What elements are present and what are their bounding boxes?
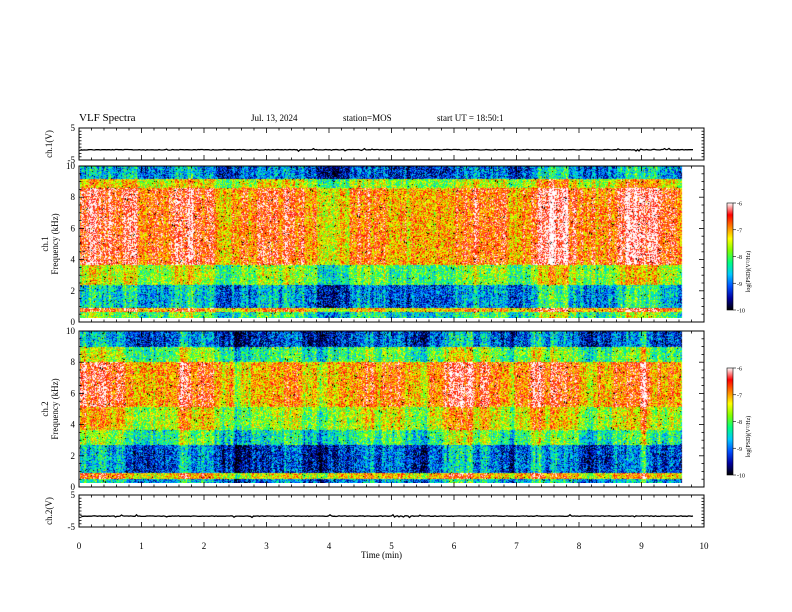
y-tick-label: 6: [71, 388, 76, 398]
colorbar-tick-label: -9: [737, 447, 742, 453]
x-tick-label: 6: [452, 541, 457, 551]
panel-frame-2: [78, 165, 705, 323]
y-tick-label: 8: [71, 357, 76, 367]
y-axis-label: ch.2: [40, 401, 50, 416]
colorbar-label: log(PSD)(V²/Hz): [745, 416, 752, 457]
y-axis-label: Frequency (kHz): [50, 213, 60, 274]
x-tick-label: 2: [202, 541, 207, 551]
y-tick-label: 4: [71, 255, 76, 265]
start-time-label: start UT = 18:50:1: [437, 113, 504, 123]
x-tick-label: 9: [639, 541, 644, 551]
colorbar-tick-label: -7: [737, 228, 742, 234]
axis-ticks: [78, 127, 705, 528]
waveform-trace-ch2-waveform: [80, 513, 694, 519]
x-tick-label: 5: [389, 541, 394, 551]
y-tick-label: 8: [71, 192, 76, 202]
y-tick-label: 2: [71, 286, 76, 296]
y-tick-label: 5: [71, 490, 76, 500]
x-tick-label: 1: [139, 541, 144, 551]
waveform-traces: [80, 147, 694, 519]
y-tick-label: -5: [68, 155, 76, 165]
station-label: station=MOS: [343, 113, 392, 123]
y-tick-label: 5: [71, 123, 76, 133]
panel-frames: [78, 127, 705, 528]
x-tick-label: 7: [514, 541, 519, 551]
y-axis-label: ch.1(V): [44, 130, 54, 158]
colorbar-tick-label: -10: [737, 474, 745, 480]
colorbar-tick-label: -8: [737, 255, 742, 261]
y-tick-label: 0: [71, 482, 76, 492]
colorbar-tick-label: -8: [737, 420, 742, 426]
x-tick-label: 10: [700, 541, 710, 551]
y-tick-label: 10: [66, 161, 76, 171]
y-tick-label: -5: [68, 522, 76, 532]
y-axis-label: Frequency (kHz): [50, 378, 60, 439]
x-tick-label: 4: [327, 541, 332, 551]
colorbar-tick-label: -10: [737, 309, 745, 315]
ch2-spectrogram: [80, 331, 694, 483]
colorbar-tick-label: -6: [737, 202, 742, 208]
x-tick-label: 8: [577, 541, 582, 551]
colorbar-tick-label: -7: [737, 393, 742, 399]
colorbar-tick-label: -9: [737, 282, 742, 288]
date-label: Jul. 13, 2024: [251, 113, 298, 123]
panel-frame-3: [78, 330, 705, 488]
y-tick-label: 0: [71, 317, 76, 327]
y-tick-label: 6: [71, 223, 76, 233]
y-tick-label: 10: [66, 326, 76, 336]
colorbar-2: [726, 367, 734, 476]
x-tick-label: 0: [77, 541, 82, 551]
x-axis-label: Time (min): [361, 550, 402, 560]
colorbar-1: [726, 202, 734, 311]
y-axis-label: ch.2(V): [44, 497, 54, 525]
colorbar-label: log(PSD)(V²/Hz): [745, 251, 752, 292]
ch1-spectrogram: [80, 166, 694, 318]
colorbar-tick-label: -6: [737, 367, 742, 373]
waveform-trace-ch1-waveform: [80, 147, 694, 153]
chart-title: VLF Spectra: [79, 112, 136, 124]
y-tick-label: 2: [71, 451, 76, 461]
y-tick-label: 4: [71, 420, 76, 430]
colorbars: -6 -7 -8 -9 -10 log(PSD)(V²/Hz) -6 -7 -8 -9 -10 log…: [726, 202, 752, 480]
x-tick-label: 3: [264, 541, 269, 551]
y-axis-label: ch.1: [40, 236, 50, 251]
